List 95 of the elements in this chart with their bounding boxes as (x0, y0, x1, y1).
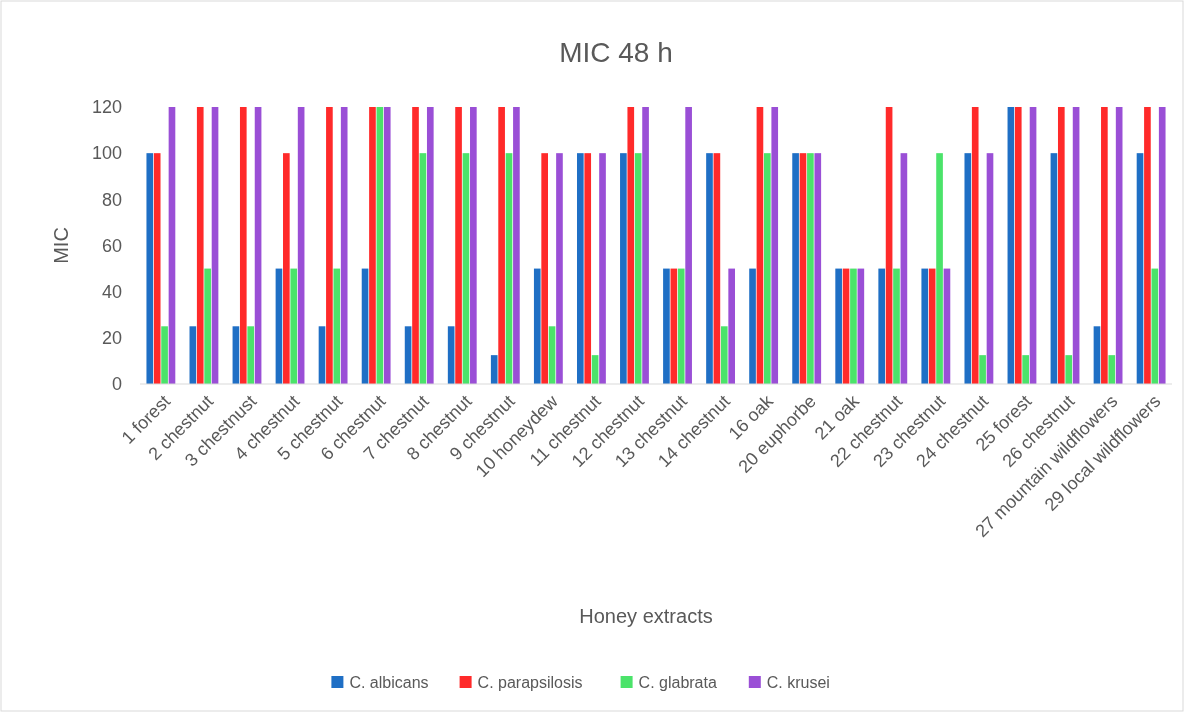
bar (1014, 107, 1022, 384)
legend-label: C. parapsilosis (477, 674, 583, 691)
y-axis-title: MIC (50, 227, 72, 264)
bar (533, 268, 541, 384)
bar (921, 268, 929, 384)
bar (986, 153, 994, 384)
bar (900, 153, 908, 384)
bar (1057, 107, 1065, 384)
bar (964, 153, 972, 384)
y-tick-label: 20 (101, 328, 122, 349)
bar (814, 153, 822, 384)
legend-label: C. krusei (766, 674, 830, 691)
bar (807, 153, 814, 384)
bar (1050, 153, 1058, 384)
bar (584, 153, 592, 384)
bar (936, 153, 943, 384)
legend-label: C. albicans (349, 674, 429, 691)
bar (627, 107, 635, 384)
y-tick-label: 0 (111, 374, 122, 395)
bar (297, 107, 305, 384)
legend-label: C. glabrata (638, 674, 717, 691)
bar (971, 107, 979, 384)
bar (728, 268, 735, 384)
bar (885, 107, 893, 384)
bar (677, 268, 685, 384)
bar (878, 268, 886, 384)
bar (376, 107, 384, 384)
bar (1007, 107, 1015, 384)
bar (556, 153, 563, 384)
bar (455, 107, 462, 384)
bar (426, 107, 434, 384)
bar (792, 153, 799, 384)
bar (470, 107, 477, 384)
bar (239, 107, 247, 384)
bar (168, 107, 176, 384)
bar (1136, 153, 1144, 384)
y-tick-label: 120 (91, 97, 122, 118)
bar (412, 107, 419, 384)
bar (419, 153, 427, 384)
bar (720, 326, 728, 384)
bar (369, 107, 376, 384)
x-axis-title: Honey extracts (579, 605, 713, 627)
bar (1151, 268, 1159, 384)
bar (1158, 107, 1166, 384)
bar (893, 268, 900, 384)
bar (799, 153, 807, 384)
y-tick-label: 40 (101, 281, 122, 302)
chart-title: MIC 48 h (559, 37, 673, 68)
bar (340, 107, 348, 384)
bar (1115, 107, 1123, 384)
bar (490, 355, 498, 384)
bar (254, 107, 262, 384)
bar (713, 153, 721, 384)
bar (146, 153, 154, 384)
bar (577, 153, 584, 384)
bar (1144, 107, 1151, 384)
bar (850, 268, 857, 384)
bar (211, 107, 219, 384)
bar (326, 107, 333, 384)
bar (685, 107, 692, 384)
bar (283, 153, 290, 384)
bar (599, 153, 606, 384)
bar (383, 107, 391, 384)
bar (247, 326, 255, 384)
y-tick-label: 80 (101, 189, 122, 210)
bar (333, 268, 341, 384)
bar (462, 153, 470, 384)
bar (634, 153, 642, 384)
bar (505, 153, 513, 384)
bar (290, 268, 298, 384)
bar (196, 107, 204, 384)
bar (541, 153, 548, 384)
bar (663, 268, 670, 384)
bar (979, 355, 986, 384)
bar (706, 153, 713, 384)
bar (204, 268, 211, 384)
bar (1072, 107, 1080, 384)
bar (498, 107, 505, 384)
bar (513, 107, 520, 384)
bar (835, 268, 842, 384)
y-tick-label: 60 (101, 235, 122, 256)
bar (153, 153, 161, 384)
bar (1065, 355, 1073, 384)
bar (1022, 355, 1029, 384)
bar (771, 107, 779, 384)
bar (749, 268, 756, 384)
bar (756, 107, 764, 384)
bar (1101, 107, 1108, 384)
bar (764, 153, 771, 384)
y-tick-label: 100 (91, 143, 122, 164)
bar (642, 107, 649, 384)
bar (161, 326, 168, 384)
bar (1108, 355, 1116, 384)
bar (620, 153, 627, 384)
bar (1029, 107, 1037, 384)
